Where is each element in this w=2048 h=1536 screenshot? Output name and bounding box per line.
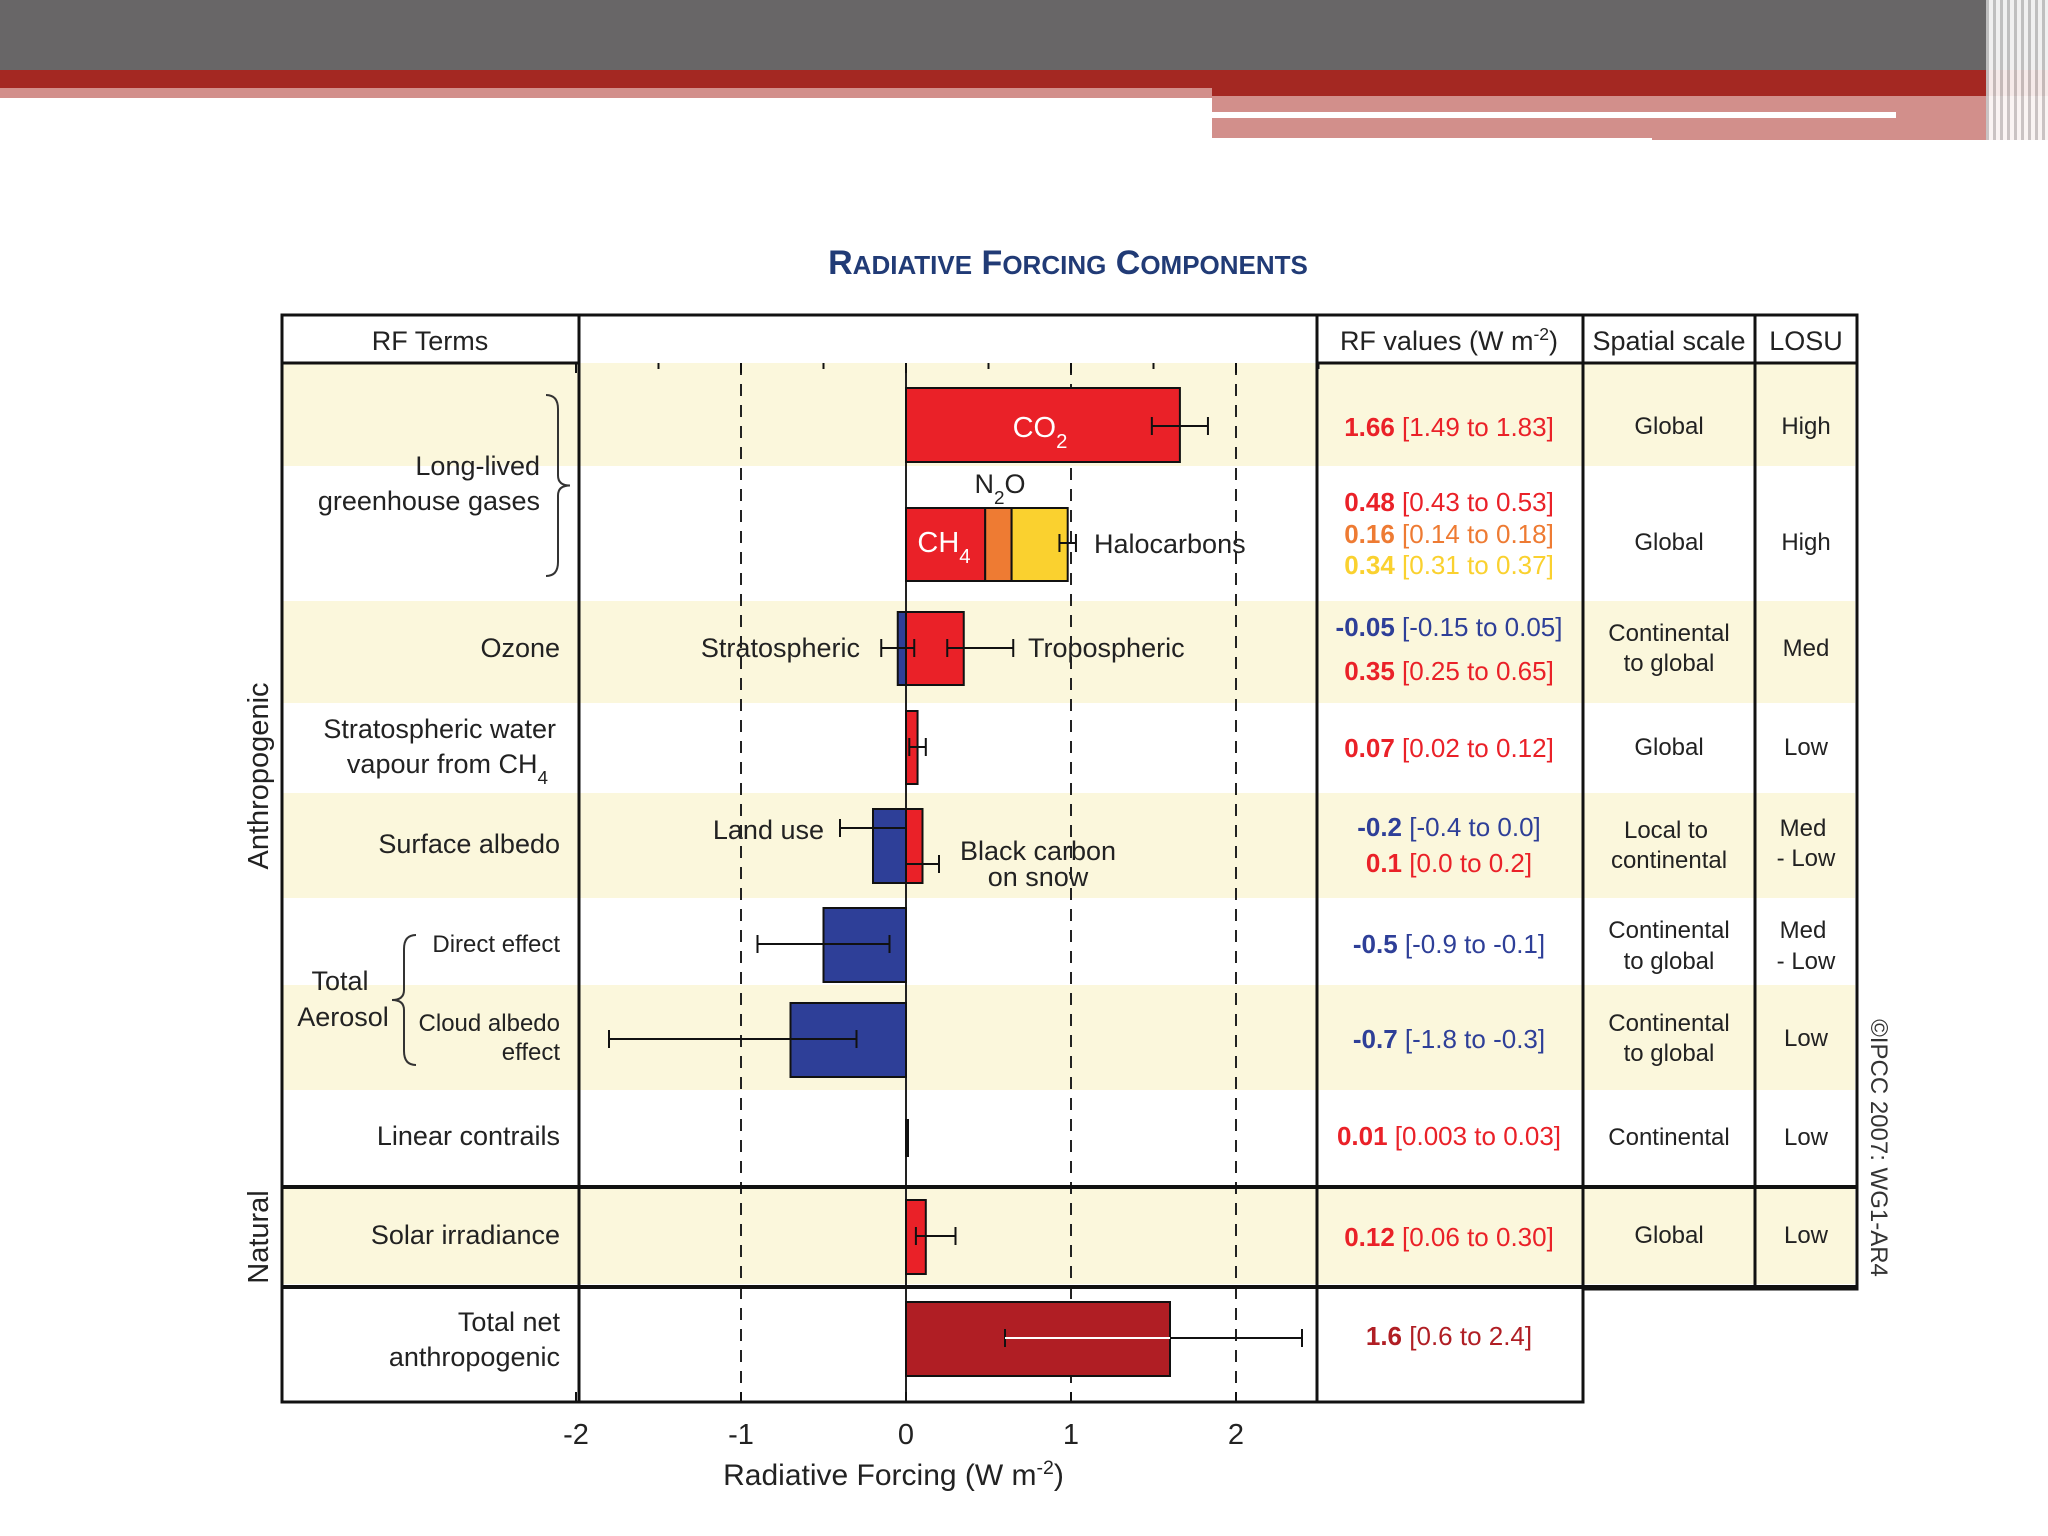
rf-value-black-carbon: 0.1 [0.0 to 0.2] bbox=[1366, 848, 1532, 878]
term-cloud-albedo: Cloud albedo bbox=[419, 1010, 560, 1037]
scale-direct-1: Continental bbox=[1608, 917, 1729, 944]
scale-ozone-2: to global bbox=[1624, 650, 1715, 677]
losu-co2: High bbox=[1781, 413, 1830, 440]
losu-ozone: Med bbox=[1783, 635, 1830, 662]
x-axis-label: Radiative Forcing (W m-2) bbox=[723, 1457, 1064, 1492]
term-linear-contrails: Linear contrails bbox=[377, 1121, 560, 1151]
header-spatial-scale: Spatial scale bbox=[1592, 326, 1745, 356]
scale-albedo-1: Local to bbox=[1624, 817, 1708, 844]
term-long-lived: Long-lived bbox=[415, 451, 540, 481]
x-tick-label: 0 bbox=[898, 1419, 914, 1451]
rf-value-ozone-strat: -0.05 [-0.15 to 0.05] bbox=[1336, 612, 1563, 642]
header-rf-terms: RF Terms bbox=[372, 326, 489, 356]
term-total: Total bbox=[311, 966, 368, 996]
rf-value-n2o: 0.16 [0.14 to 0.18] bbox=[1344, 519, 1554, 549]
label-land-use: Land use bbox=[713, 815, 824, 845]
label-n2o: N2O bbox=[974, 469, 1025, 509]
label-co2: CO2 bbox=[1013, 412, 1068, 453]
label-tropospheric: Tropospheric bbox=[1028, 633, 1185, 663]
group-label-natural: Natural bbox=[243, 1190, 275, 1284]
bar-land-use bbox=[872, 808, 907, 884]
scale-direct-2: to global bbox=[1624, 948, 1715, 975]
scale-co2: Global bbox=[1634, 413, 1703, 440]
row-band bbox=[283, 985, 1855, 1090]
x-tick-label: 2 bbox=[1228, 1419, 1244, 1451]
rf-value-contrails: 0.01 [0.003 to 0.03] bbox=[1337, 1121, 1561, 1151]
rf-value-strat-water: 0.07 [0.02 to 0.12] bbox=[1344, 733, 1554, 763]
aerosol-brace bbox=[391, 934, 417, 1066]
scale-strat-water: Global bbox=[1634, 734, 1703, 761]
copyright-ipcc: ©IPCC 2007: WG1-AR4 bbox=[1865, 1019, 1892, 1277]
label-stratospheric: Stratospheric bbox=[701, 633, 860, 663]
losu-strat-water: Low bbox=[1784, 734, 1829, 761]
term-vapour-from-ch4: vapour from CH4 bbox=[347, 749, 548, 789]
rf-value-cloud-albedo: -0.7 [-1.8 to -0.3] bbox=[1353, 1024, 1545, 1054]
slide-pink-stripe-lower bbox=[1652, 132, 2048, 140]
losu-cloud: Low bbox=[1784, 1025, 1829, 1052]
ghg-brace bbox=[545, 394, 571, 577]
bar-n2o bbox=[984, 507, 1013, 582]
rf-value-ch4: 0.48 [0.43 to 0.53] bbox=[1344, 487, 1554, 517]
bar-black-carbon bbox=[905, 808, 924, 884]
term-solar: Solar irradiance bbox=[371, 1220, 560, 1250]
losu-contrails: Low bbox=[1784, 1124, 1829, 1151]
chart-title: RADIATIVE FORCING COMPONENTS bbox=[828, 244, 1308, 282]
term-ozone: Ozone bbox=[480, 633, 560, 663]
label-ch4: CH4 bbox=[917, 527, 970, 568]
x-tick-label: 1 bbox=[1063, 1419, 1079, 1451]
group-label-anthropogenic: Anthropogenic bbox=[243, 682, 275, 869]
losu-solar: Low bbox=[1784, 1222, 1829, 1249]
bar-co2 bbox=[905, 387, 1181, 463]
bar-linear-contrails bbox=[905, 1119, 909, 1157]
losu-albedo-1: Med bbox=[1780, 815, 1827, 842]
slide-white-line bbox=[1212, 112, 1896, 118]
header-losu: LOSU bbox=[1769, 326, 1843, 356]
rf-value-total-net: 1.6 [0.6 to 2.4] bbox=[1366, 1321, 1532, 1351]
slide-top-bar bbox=[0, 0, 2048, 70]
rf-value-co2: 1.66 [1.49 to 1.83] bbox=[1344, 412, 1554, 442]
rf-value-land-use: -0.2 [-0.4 to 0.0] bbox=[1357, 812, 1541, 842]
row-band bbox=[283, 793, 1855, 898]
term-aerosol: Aerosol bbox=[297, 1002, 389, 1032]
row-band bbox=[283, 601, 1855, 703]
label-black-carbon: Black carbon bbox=[960, 836, 1116, 866]
term-surface-albedo: Surface albedo bbox=[378, 829, 560, 859]
losu-other-ghg: High bbox=[1781, 529, 1830, 556]
slide-pink-stripe bbox=[0, 88, 1212, 98]
slide-edge-pattern bbox=[1986, 0, 2048, 140]
scale-ozone-1: Continental bbox=[1608, 620, 1729, 647]
term-greenhouse-gases: greenhouse gases bbox=[318, 486, 540, 516]
term-direct-effect: Direct effect bbox=[432, 931, 560, 958]
losu-direct-2: - Low bbox=[1777, 948, 1836, 975]
scale-albedo-2: continental bbox=[1611, 847, 1727, 874]
scale-contrails: Continental bbox=[1608, 1124, 1729, 1151]
scale-solar: Global bbox=[1634, 1222, 1703, 1249]
x-tick-label: -1 bbox=[728, 1419, 754, 1451]
rf-value-solar: 0.12 [0.06 to 0.30] bbox=[1344, 1222, 1554, 1252]
scale-cloud-2: to global bbox=[1624, 1040, 1715, 1067]
rf-value-halocarbons: 0.34 [0.31 to 0.37] bbox=[1344, 550, 1554, 580]
scale-other-ghg: Global bbox=[1634, 529, 1703, 556]
rf-value-ozone-trop: 0.35 [0.25 to 0.65] bbox=[1344, 656, 1554, 686]
term-effect: effect bbox=[502, 1039, 561, 1066]
row-band bbox=[283, 1187, 1855, 1284]
losu-albedo-2: - Low bbox=[1777, 845, 1836, 872]
rf-value-direct-effect: -0.5 [-0.9 to -0.1] bbox=[1353, 929, 1545, 959]
losu-direct-1: Med bbox=[1780, 917, 1827, 944]
bar-halocarbons bbox=[1010, 507, 1069, 582]
label-on-snow: on snow bbox=[988, 862, 1089, 892]
header-rf-values: RF values (W m-2) bbox=[1340, 324, 1558, 356]
x-tick-label: -2 bbox=[563, 1419, 589, 1451]
term-anthropogenic: anthropogenic bbox=[389, 1342, 560, 1372]
term-strat-water: Stratospheric water bbox=[323, 714, 556, 744]
scale-cloud-1: Continental bbox=[1608, 1010, 1729, 1037]
label-halocarbons: Halocarbons bbox=[1094, 529, 1246, 559]
term-total-net: Total net bbox=[458, 1307, 561, 1337]
